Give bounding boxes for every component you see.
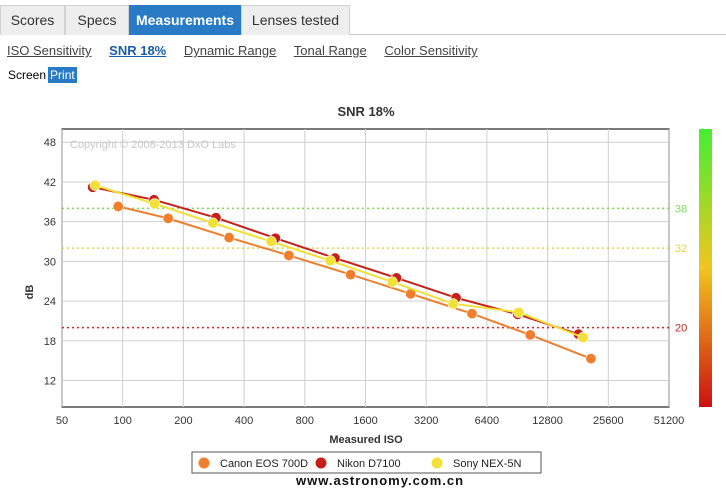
data-point [265, 236, 277, 248]
y-axis-label: dB [24, 285, 36, 300]
data-point [447, 298, 459, 310]
legend-entry: Canon EOS 700D [220, 458, 308, 470]
legend-box [191, 451, 542, 474]
y-tick-label: 48 [44, 137, 56, 149]
x-tick-label: 50 [56, 415, 68, 427]
measurement-subnav: ISO Sensitivity SNR 18% Dynamic Range To… [7, 43, 492, 58]
data-point [149, 198, 161, 210]
data-point [345, 269, 357, 281]
reference-lines: 38 32 20 [62, 203, 687, 335]
tab-specs[interactable]: Specs [65, 5, 129, 35]
reference-label: 20 [675, 323, 687, 335]
subnav-tonal-range[interactable]: Tonal Range [293, 43, 367, 58]
y-tick-label: 42 [44, 177, 56, 189]
x-tick-label: 400 [235, 415, 253, 427]
tab-measurements[interactable]: Measurements [129, 5, 241, 35]
legend: Canon EOS 700D Nikon D7100 Sony NEX-5N [191, 451, 542, 474]
data-point [162, 212, 174, 224]
reference-label: 32 [675, 243, 687, 255]
legend-marker [315, 457, 327, 469]
y-axis-ticks: 12 18 24 30 36 42 48 [44, 137, 56, 387]
chart-title: SNR 18% [337, 104, 395, 119]
data-point [223, 232, 235, 244]
x-tick-label: 3200 [414, 415, 438, 427]
y-tick-label: 36 [44, 217, 56, 229]
grid [61, 129, 670, 407]
data-point [89, 179, 101, 191]
x-tick-label: 800 [296, 415, 314, 427]
print-mode-button[interactable]: Print [48, 67, 77, 83]
y-tick-label: 24 [44, 296, 56, 308]
y-tick-label: 12 [44, 376, 56, 388]
measurement-tabs: Scores Specs Measurements Lenses tested [0, 0, 726, 35]
view-mode-toggle: Screen Print [6, 67, 77, 83]
data-point [112, 200, 124, 212]
data-point [324, 255, 336, 267]
legend-marker [431, 457, 443, 469]
x-tick-label: 25600 [593, 415, 624, 427]
data-point [585, 353, 597, 365]
subnav-iso-sensitivity[interactable]: ISO Sensitivity [7, 43, 92, 58]
x-tick-label: 200 [174, 415, 192, 427]
series-group [112, 200, 597, 365]
legend-entry: Sony NEX-5N [453, 458, 522, 470]
x-axis-ticks: 50 100 200 400 800 1600 3200 6400 12800 25600 5120… [56, 415, 684, 427]
legend-entry: Nikon D7100 [337, 458, 401, 470]
x-axis-label: Measured ISO [329, 434, 403, 446]
subnav-color-sensitivity[interactable]: Color Sensitivity [384, 43, 478, 58]
x-tick-label: 51200 [654, 415, 685, 427]
x-tick-label: 1600 [353, 415, 377, 427]
tab-scores[interactable]: Scores [0, 5, 65, 35]
x-tick-label: 6400 [475, 415, 499, 427]
y-tick-label: 30 [44, 256, 56, 268]
snr-color-scale [699, 129, 712, 407]
data-point [577, 332, 589, 344]
data-point [283, 249, 295, 261]
series [87, 179, 597, 365]
legend-marker [198, 457, 210, 469]
data-point [466, 308, 478, 320]
series-group [89, 179, 589, 344]
screen-mode-button[interactable]: Screen [8, 68, 47, 82]
copyright-watermark: Copyright © 2008-2013 DxO Labs [70, 139, 236, 151]
x-tick-label: 100 [114, 415, 132, 427]
data-point [386, 276, 398, 288]
y-tick-label: 18 [44, 336, 56, 348]
subnav-dynamic-range[interactable]: Dynamic Range [183, 43, 277, 58]
data-point [513, 306, 525, 318]
tab-lenses-tested[interactable]: Lenses tested [241, 5, 350, 35]
reference-label: 38 [675, 203, 687, 215]
snr-chart: SNR 18% 38 32 20 Copyright © 2008-2013 DxO… [24, 104, 712, 474]
site-watermark: www.astronomy.com.cn [296, 473, 465, 488]
data-point [524, 329, 536, 341]
x-tick-label: 12800 [532, 415, 563, 427]
data-point [207, 217, 219, 229]
subnav-snr-18[interactable]: SNR 18% [109, 43, 167, 58]
